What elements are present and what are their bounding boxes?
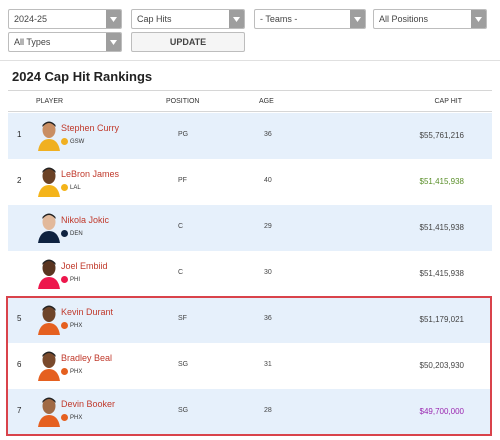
player-team: PHX	[61, 368, 82, 375]
team-abbr: PHX	[70, 414, 83, 421]
table-header: PLAYER POSITION AGE CAP HIT	[8, 90, 492, 112]
table-row: Joel Embiid PHI C 30 $51,415,938	[8, 251, 492, 297]
team-abbr: GSW	[70, 138, 85, 145]
team-logo-icon	[61, 368, 68, 375]
team-abbr: PHX	[70, 322, 83, 329]
page-title: 2024 Cap Hit Rankings	[12, 69, 153, 84]
player-cap-hit: $51,179,021	[419, 315, 465, 324]
player-cap-hit: $51,415,938	[419, 223, 465, 232]
player-headshot	[38, 167, 60, 197]
column-header-cap-hit[interactable]: CAP HIT	[434, 98, 463, 105]
team-abbr: LAL	[70, 184, 81, 191]
rank: 7	[17, 406, 22, 415]
table-row: 2 LeBron James LAL PF 40 $51,415,938	[8, 159, 492, 205]
season-select[interactable]: 2024-25	[8, 9, 122, 29]
metric-select[interactable]: Cap Hits	[131, 9, 245, 29]
table-row: 5 Kevin Durant PHX SF 36 $51,179,021	[8, 297, 492, 343]
rank: 6	[17, 360, 22, 369]
table-row: 7 Devin Booker PHX SG 28 $49,700,000	[8, 389, 492, 435]
update-button[interactable]: UPDATE	[131, 32, 245, 52]
team-logo-icon	[61, 230, 68, 237]
column-header-position[interactable]: POSITION	[166, 98, 200, 105]
column-header-age[interactable]: AGE	[259, 98, 274, 105]
player-cap-hit: $50,203,930	[419, 361, 465, 370]
player-name-link[interactable]: Devin Booker	[61, 399, 116, 409]
column-header-player[interactable]: PLAYER	[36, 98, 64, 105]
player-position: SF	[178, 315, 187, 322]
player-position: PG	[178, 131, 189, 138]
chevron-down-icon	[471, 10, 486, 28]
divider	[0, 60, 500, 61]
player-age: 28	[264, 407, 272, 414]
rank: 5	[17, 314, 22, 323]
player-headshot	[38, 305, 60, 335]
chevron-down-icon	[106, 33, 121, 51]
position-select[interactable]: All Positions	[373, 9, 487, 29]
season-select-value: 2024-25	[14, 14, 48, 24]
team-logo-icon	[61, 184, 68, 191]
team-select[interactable]: - Teams -	[254, 9, 366, 29]
player-name-link[interactable]: Stephen Curry	[61, 123, 120, 133]
chevron-down-icon	[350, 10, 365, 28]
rank: 1	[17, 130, 22, 139]
player-age: 29	[264, 223, 272, 230]
type-select[interactable]: All Types	[8, 32, 122, 52]
player-position: C	[178, 269, 184, 276]
player-age: 30	[264, 269, 272, 276]
player-team: PHI	[61, 276, 80, 283]
player-age: 40	[264, 177, 272, 184]
player-cap-hit: $51,415,938	[419, 269, 465, 278]
team-logo-icon	[61, 414, 68, 421]
player-age: 31	[264, 361, 272, 368]
highlight-box	[6, 296, 492, 436]
player-position: PF	[178, 177, 187, 184]
player-cap-hit: $51,415,938	[419, 177, 465, 186]
team-abbr: PHX	[70, 368, 83, 375]
player-headshot	[38, 397, 60, 427]
player-name-link[interactable]: Kevin Durant	[61, 307, 114, 317]
player-headshot	[38, 259, 60, 289]
table-row: 6 Bradley Beal PHX SG 31 $50,203,930	[8, 343, 492, 389]
team-logo-icon	[61, 138, 68, 145]
player-age: 36	[264, 315, 272, 322]
player-name-link[interactable]: Bradley Beal	[61, 353, 113, 363]
player-headshot	[38, 121, 60, 151]
player-name-link[interactable]: Nikola Jokic	[61, 215, 110, 225]
player-headshot	[38, 213, 60, 243]
player-name-link[interactable]: Joel Embiid	[61, 261, 108, 271]
player-headshot	[38, 351, 60, 381]
type-select-value: All Types	[14, 37, 51, 47]
chevron-down-icon	[106, 10, 121, 28]
team-logo-icon	[61, 322, 68, 329]
position-select-value: All Positions	[379, 14, 429, 24]
player-cap-hit: $55,761,216	[419, 131, 465, 140]
team-abbr: DEN	[70, 230, 83, 237]
player-age: 36	[264, 131, 272, 138]
team-abbr: PHI	[70, 276, 81, 283]
player-position: SG	[178, 361, 189, 368]
chevron-down-icon	[229, 10, 244, 28]
player-team: DEN	[61, 230, 83, 237]
player-team: PHX	[61, 414, 82, 421]
player-cap-hit: $49,700,000	[419, 407, 465, 416]
team-select-value: - Teams -	[260, 14, 298, 24]
rank: 2	[17, 176, 22, 185]
table-row: 1 Stephen Curry GSW PG 36 $55,761,216	[8, 113, 492, 159]
table-row: Nikola Jokic DEN C 29 $51,415,938	[8, 205, 492, 251]
team-logo-icon	[61, 276, 68, 283]
player-position: SG	[178, 407, 189, 414]
player-position: C	[178, 223, 184, 230]
metric-select-value: Cap Hits	[137, 14, 172, 24]
player-team: PHX	[61, 322, 82, 329]
player-team: LAL	[61, 184, 81, 191]
player-name-link[interactable]: LeBron James	[61, 169, 120, 179]
player-team: GSW	[61, 138, 84, 145]
